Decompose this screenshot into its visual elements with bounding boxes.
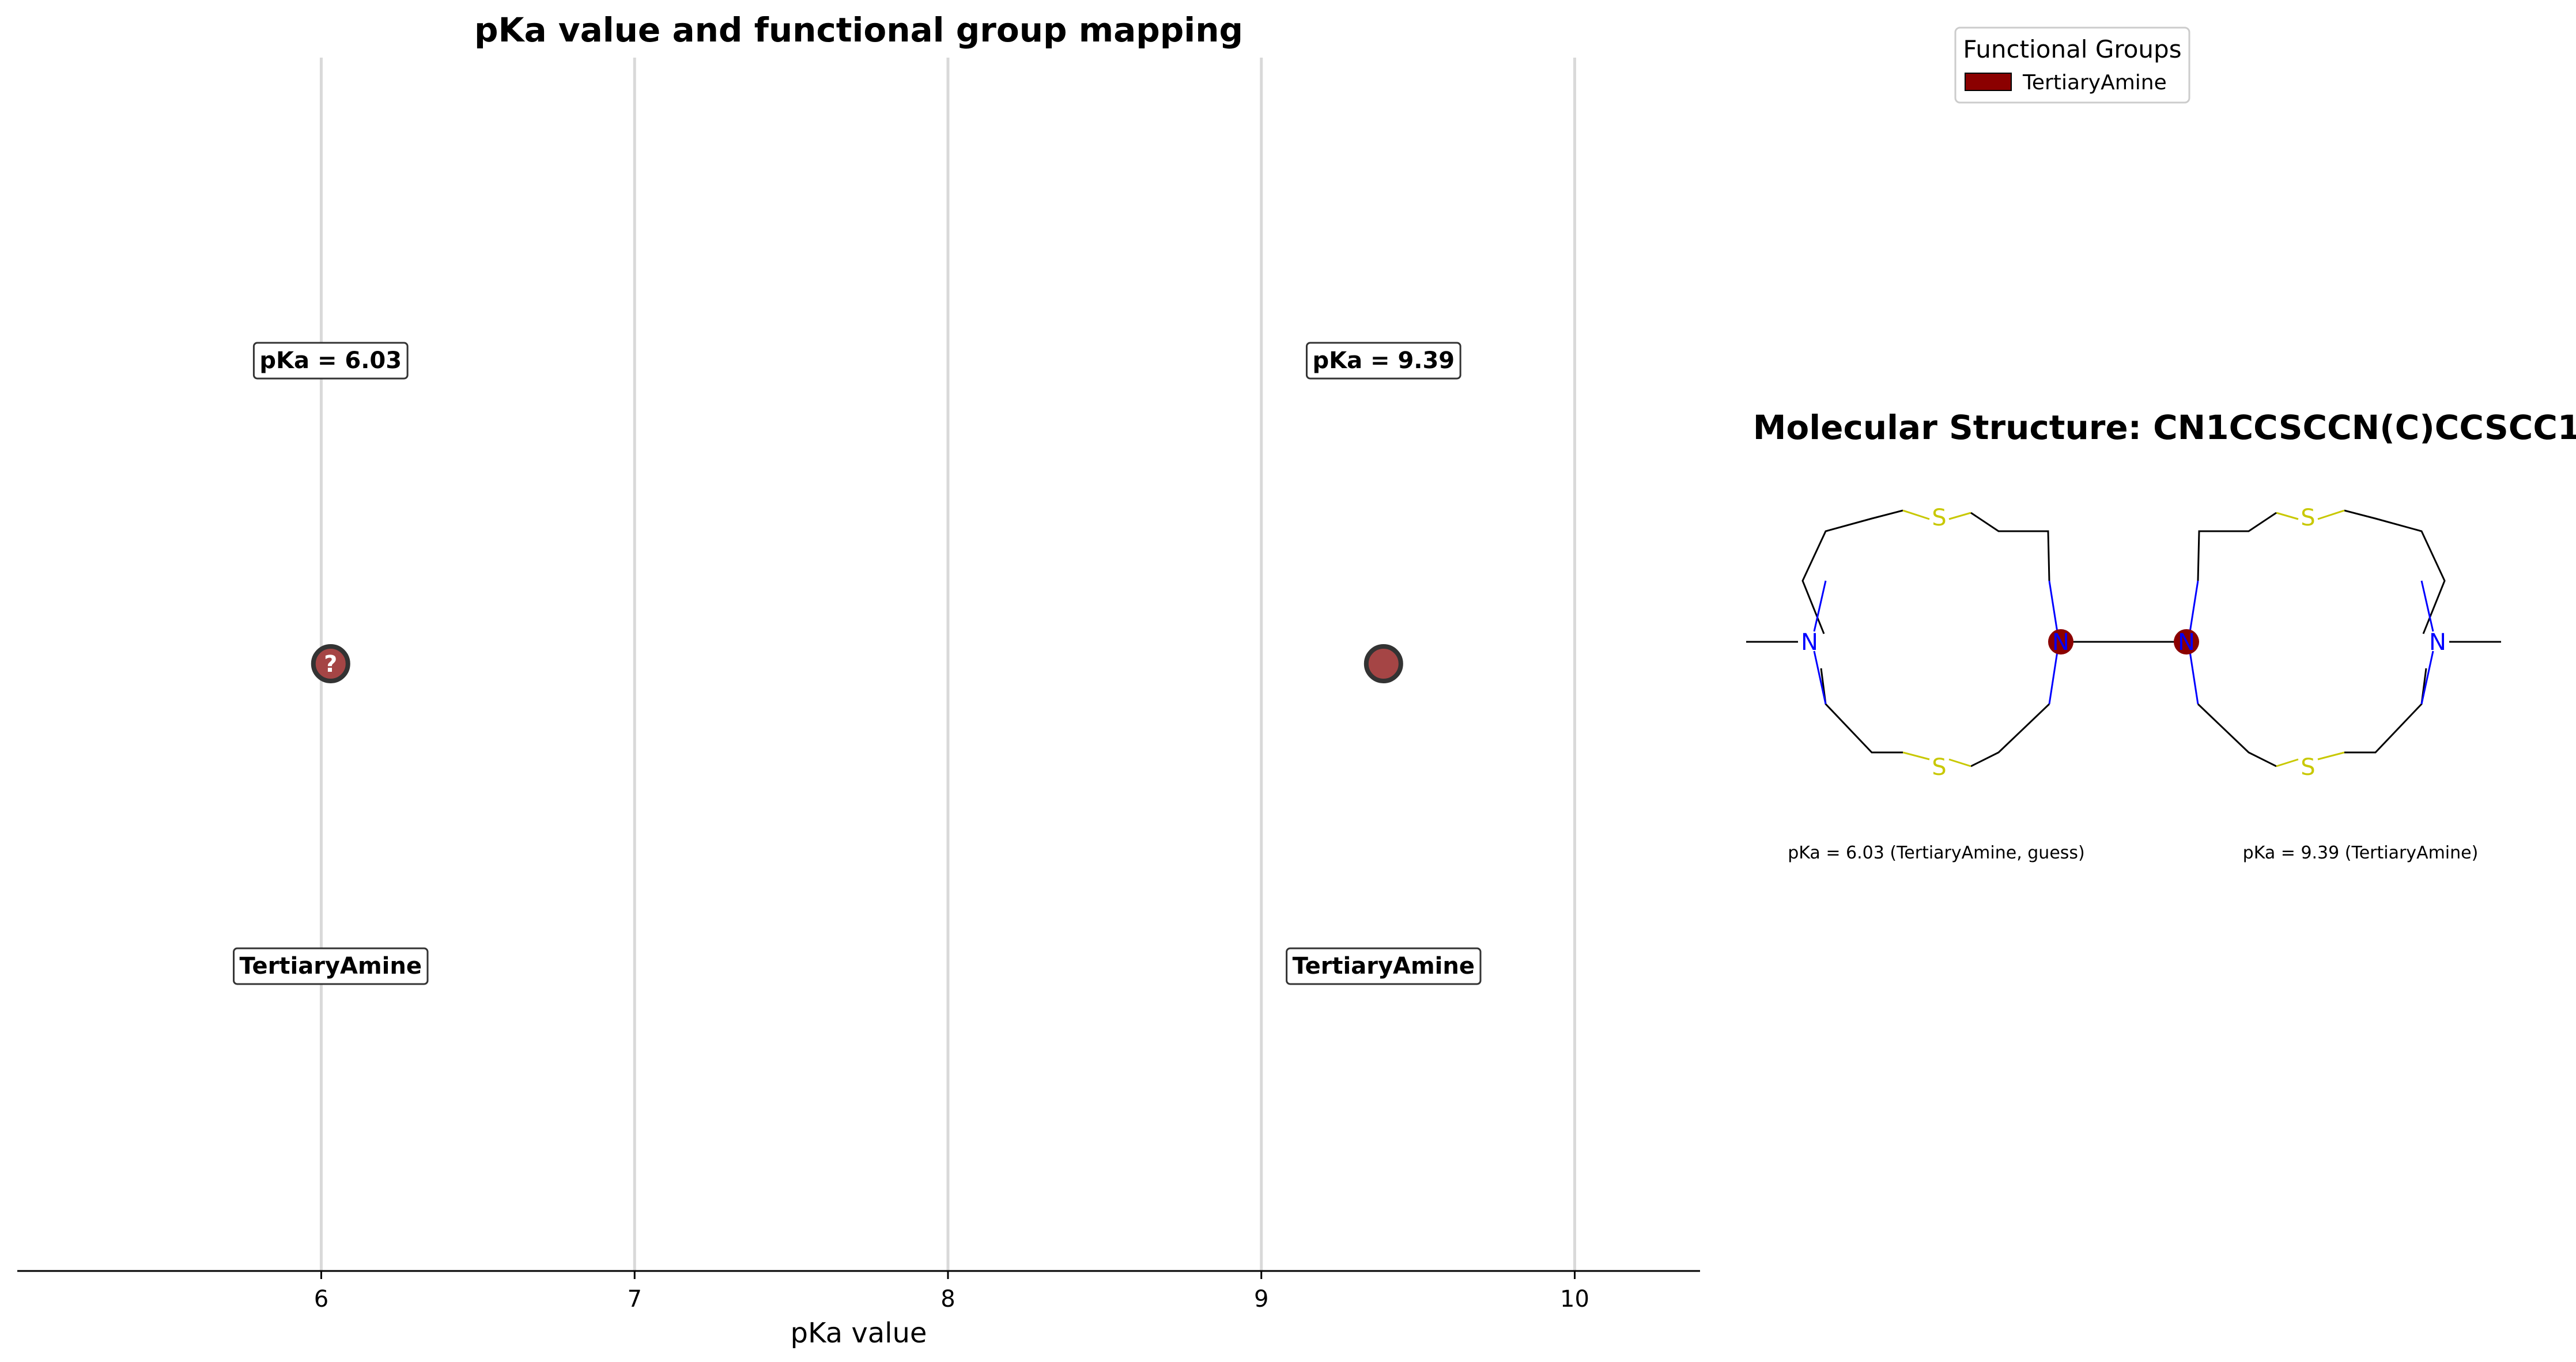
data-marks: pKa = 6.03? TertiaryAmine pKa = 9.39 Tertia…: [233, 342, 1482, 985]
bond-c-n-left-top: [2420, 580, 2434, 632]
pka-value-label-box: [252, 342, 409, 380]
atom-n-left: N: [1801, 629, 1818, 656]
pka-value-label-box: [1305, 342, 1461, 380]
ring-bonds-black-right-top: [2197, 512, 2277, 581]
pka-value-label: pKa = 6.03: [259, 347, 402, 374]
legend-frame: [1954, 27, 2190, 104]
x-tick-label: 9: [1254, 1286, 1268, 1312]
legend-entry-label: TertiaryAmine: [2022, 71, 2167, 94]
bond-n-c-right-bottom: [2048, 644, 2060, 705]
atom-s-top: S: [1932, 505, 1946, 531]
data-point: [1363, 644, 1403, 683]
molecule-drawing-2: [2121, 509, 2501, 767]
x-tick-label: 6: [314, 1286, 328, 1312]
x-tick-label: 10: [1560, 1286, 1589, 1312]
pka-value-label: pKa = 9.39: [1312, 347, 1455, 374]
legend-swatch: [1965, 73, 2012, 91]
atom-n-right: N: [2052, 629, 2069, 656]
legend-title: Functional Groups: [1963, 35, 2181, 63]
ring-bonds-black-top: [2344, 509, 2446, 634]
molecule-caption-1: pKa = 6.03 (TertiaryAmine, guess): [1788, 843, 2085, 863]
x-axis-ticks: 6 7 8 9 10: [314, 1271, 1589, 1312]
bond-c-n-right-top: [2048, 580, 2060, 640]
ring-bonds-black-right-bottom: [2197, 703, 2277, 767]
functional-group-label: TertiaryAmine: [240, 953, 422, 979]
atom-s-bottom: S: [1932, 754, 1946, 781]
highlight-site-left-n: [2174, 629, 2199, 654]
ring-bonds-black-right-bottom: [1970, 703, 2050, 767]
functional-group-label: TertiaryAmine: [1293, 953, 1475, 979]
chart-title: pKa value and functional group mapping: [474, 10, 1243, 50]
bond-c-n-right-top: [2188, 580, 2199, 640]
bond-c-s-bottom-right: [1948, 758, 1971, 767]
bond-s-c-top-right: [2276, 512, 2299, 520]
bond-c-n-left-bottom: [1813, 650, 1827, 705]
molecule-caption-2: pKa = 9.39 (TertiaryAmine): [2243, 843, 2479, 863]
bond-s-c-top-right: [1948, 512, 1971, 520]
bond-s-c-bottom-left: [2317, 751, 2345, 761]
ring-bonds-black-right-top: [1970, 512, 2050, 581]
molecule-title: Molecular Structure: CN1CCSCCN(C)CCSCC1: [1753, 408, 2576, 447]
bond-c-s-bottom-right: [2276, 758, 2299, 767]
bond-c-s-top-left: [2317, 509, 2345, 520]
pka-value-label-group: pKa = 6.03: [252, 342, 409, 380]
ring-bonds-black-left-bottom: [2344, 668, 2427, 754]
functional-group-label-box: [233, 947, 429, 985]
ring-bonds-black-top: [1801, 509, 1903, 634]
molecule-drawing-1: N N S S: [1746, 505, 2126, 781]
bond-n-c-right-bottom: [2188, 644, 2199, 705]
data-point: [311, 644, 350, 683]
functional-group-label-group: TertiaryAmine: [233, 947, 429, 985]
ring-bonds-black-left-bottom: [1820, 668, 1903, 754]
bond-c-n-left-bottom: [2420, 650, 2434, 705]
functional-group-label-box: [1286, 947, 1482, 985]
pka-value-label-group: pKa = 9.39: [1305, 342, 1461, 380]
functional-group-label-group: TertiaryAmine: [1286, 947, 1482, 985]
highlight-site-right-n: [2048, 629, 2073, 654]
grid-lines: [319, 58, 1576, 1271]
guess-marker: ?: [324, 651, 337, 678]
bond-c-n-left-top: [1813, 580, 1827, 632]
atom-s-top-2: S: [2301, 505, 2315, 531]
x-tick-label: 8: [940, 1286, 955, 1312]
atom-n-left-2: N: [2178, 629, 2195, 656]
x-axis-label: pKa value: [791, 1317, 927, 1349]
atom-s-bottom-2: S: [2301, 754, 2315, 781]
x-tick-label: 7: [627, 1286, 641, 1312]
legend: Functional Groups TertiaryAmine: [1954, 27, 2190, 104]
bond-s-c-bottom-left: [1902, 751, 1930, 761]
bond-c-s-top-left: [1902, 509, 1930, 520]
atom-n-right-2: N: [2429, 629, 2446, 656]
